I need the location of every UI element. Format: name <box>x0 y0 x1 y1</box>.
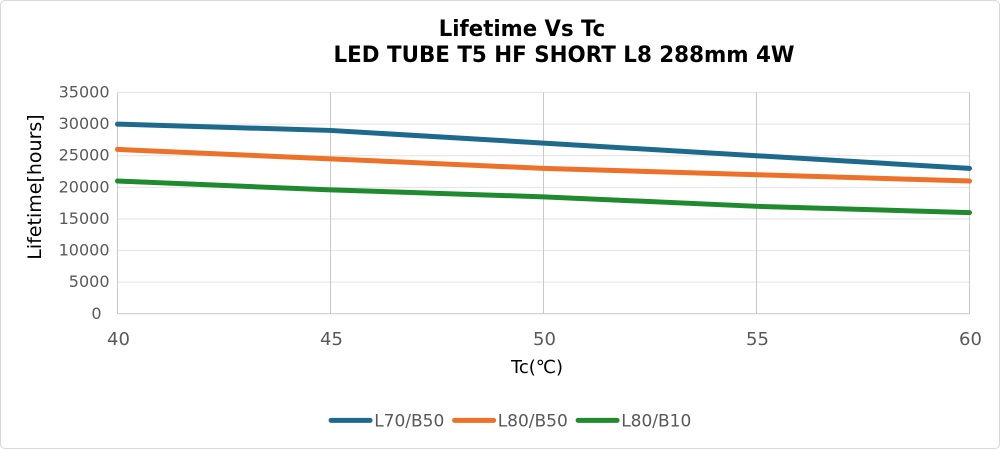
y-tick-label: 20000 <box>59 177 110 196</box>
x-axis-title: Tc(℃) <box>510 357 563 378</box>
y-tick-label: 25000 <box>59 146 110 165</box>
legend-label: L80/B10 <box>621 411 691 431</box>
legend-item-l70-b50: L70/B50 <box>328 411 444 431</box>
y-axis-title: Lifetime[hours] <box>24 114 46 259</box>
legend: L70/B50 L80/B50 L80/B10 <box>328 411 691 431</box>
x-tick-label: 45 <box>320 329 343 350</box>
y-tick-label: 10000 <box>59 241 110 260</box>
y-axis-tick-labels: 0 5000 10000 15000 20000 25000 30000 35000 <box>59 83 110 323</box>
y-tick-label: 0 <box>91 304 101 323</box>
legend-item-l80-b10: L80/B10 <box>575 411 691 431</box>
x-tick-label: 60 <box>959 329 982 350</box>
series-line-l70-b50 <box>115 121 972 171</box>
chart-subtitle: LED TUBE T5 HF SHORT L8 288mm 4W <box>334 43 795 68</box>
x-tick-label: 50 <box>533 329 556 350</box>
y-tick-label: 35000 <box>59 83 110 102</box>
series-lines <box>115 121 972 216</box>
y-tick-label: 5000 <box>69 272 110 291</box>
x-tick-label: 55 <box>746 329 769 350</box>
series-line-l80-b50 <box>115 146 972 184</box>
y-tick-label: 15000 <box>59 209 110 228</box>
y-tick-label: 30000 <box>59 114 110 133</box>
chart-title: Lifetime Vs Tc <box>439 17 606 42</box>
x-tick-label: 40 <box>107 329 130 350</box>
x-axis-tick-labels: 40 45 50 55 60 <box>107 329 982 350</box>
series-line-l80-b10 <box>115 178 972 216</box>
legend-label: L70/B50 <box>374 411 444 431</box>
legend-label: L80/B50 <box>498 411 568 431</box>
legend-item-l80-b50: L80/B50 <box>452 411 568 431</box>
